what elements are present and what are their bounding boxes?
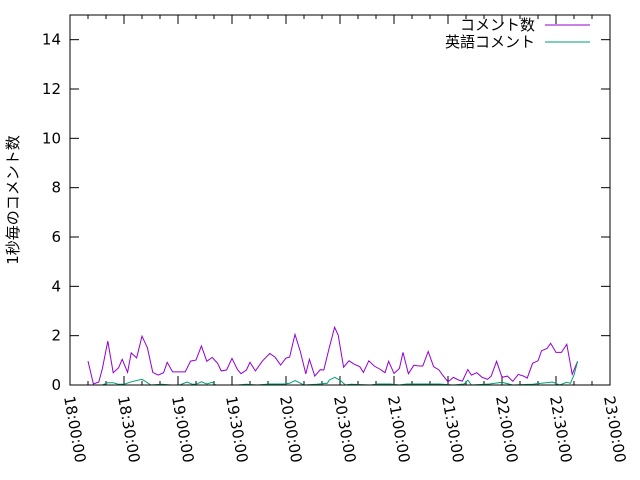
x-tick-label: 22:30:00 xyxy=(546,395,575,464)
y-tick-label: 14 xyxy=(42,31,61,49)
x-tick-label: 23:00:00 xyxy=(600,395,629,464)
y-tick-label: 0 xyxy=(51,376,61,394)
axes: 0 2 4 6 8 10 12 14 18:00:00 18:30:00 19:00:00 19:30… xyxy=(42,15,629,464)
plot-frame xyxy=(69,14,611,386)
x-tick-label: 18:30:00 xyxy=(114,395,143,464)
x-tick-label: 21:30:00 xyxy=(438,395,467,464)
y-tick-label: 8 xyxy=(51,179,61,197)
legend-label: コメント数 xyxy=(460,16,535,34)
x-tick-label: 19:00:00 xyxy=(168,395,197,464)
y-axis-label: 1秒毎のコメント数 xyxy=(4,135,22,265)
x-tick-label: 18:00:00 xyxy=(60,395,89,464)
y-tick-label: 4 xyxy=(51,277,61,295)
y-tick-label: 6 xyxy=(51,228,61,246)
x-tick-label: 20:30:00 xyxy=(330,395,359,464)
y-tick-label: 12 xyxy=(42,80,61,98)
y-tick-label: 2 xyxy=(51,327,61,345)
legend-label: 英語コメント xyxy=(445,33,535,51)
series-layer xyxy=(87,325,579,386)
series-line-0 xyxy=(87,325,579,385)
x-tick-label: 19:30:00 xyxy=(222,395,251,464)
x-tick-label: 20:00:00 xyxy=(276,395,305,464)
x-tick-label: 22:00:00 xyxy=(492,395,521,464)
x-tick-label: 21:00:00 xyxy=(384,395,413,464)
y-tick-label: 10 xyxy=(42,129,61,147)
series-line-1 xyxy=(93,361,579,386)
